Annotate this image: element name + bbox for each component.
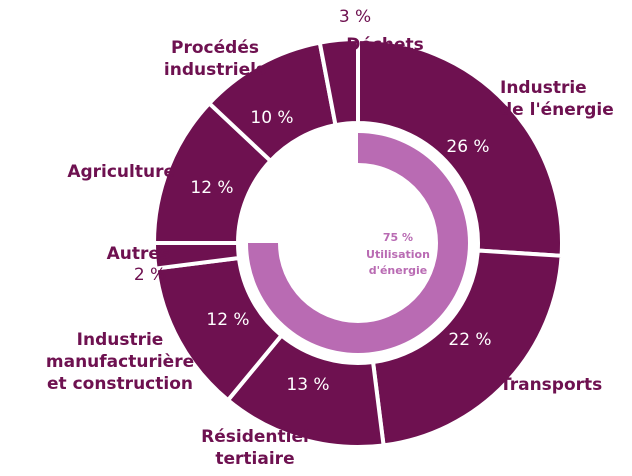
category-label: industriels (164, 60, 266, 80)
donut-segment (370, 248, 564, 448)
category-label: et construction (47, 374, 193, 394)
value-label: 12 % (206, 310, 249, 330)
category-label: Industrie (500, 78, 587, 98)
category-label: Agriculture (67, 162, 175, 182)
category-label: Transports (500, 375, 602, 395)
value-label: 2 % (134, 265, 166, 285)
category-label: Déchets (346, 35, 424, 55)
category-label: Autres (107, 244, 170, 264)
value-label: 3 % (339, 7, 371, 27)
donut-segment (317, 36, 360, 128)
donut-segment (356, 36, 564, 258)
value-label: 26 % (446, 137, 489, 157)
category-label: Résidentiel (201, 427, 309, 447)
value-label: 12 % (190, 178, 233, 198)
category-label: de l'énergie (500, 100, 614, 120)
category-label: Industrie (77, 330, 164, 350)
inner-label: Utilisation (366, 248, 430, 261)
category-label: tertiaire (215, 449, 294, 469)
value-label: 10 % (250, 108, 293, 128)
value-label: 22 % (448, 330, 491, 350)
category-label: manufacturière (46, 352, 194, 372)
inner-value-label: 75 % (383, 231, 413, 244)
inner-label: d'énergie (369, 264, 428, 277)
value-label: 13 % (286, 375, 329, 395)
inner-ring (248, 133, 468, 353)
category-label: Procédés (171, 38, 259, 58)
